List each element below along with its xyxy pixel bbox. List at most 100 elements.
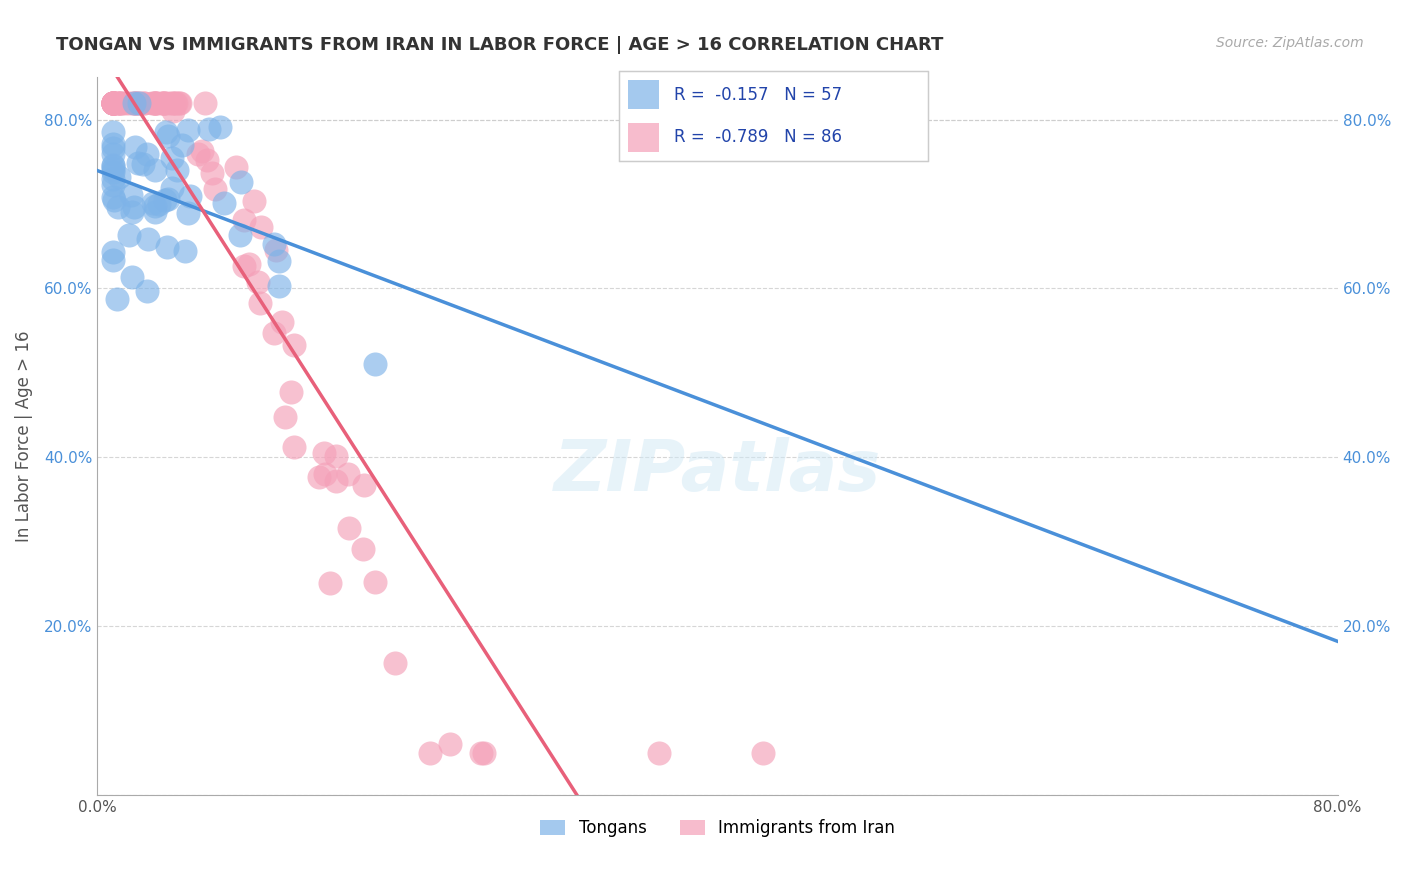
Immigrants from Iran <box>280 385 302 400</box>
Immigrants from Iran <box>156 95 179 110</box>
Immigrants from Iran <box>124 95 146 110</box>
Immigrants from Iran <box>145 95 167 110</box>
Immigrants from Iran <box>101 95 124 110</box>
Immigrants from Iran <box>101 95 124 110</box>
Immigrants from Iran <box>101 95 124 110</box>
Tongans <box>157 192 180 206</box>
Tongans <box>148 197 170 211</box>
Immigrants from Iran <box>384 657 406 671</box>
Immigrants from Iran <box>132 95 155 110</box>
Immigrants from Iran <box>108 95 131 110</box>
Immigrants from Iran <box>142 95 165 110</box>
Immigrants from Iran <box>364 575 387 590</box>
Immigrants from Iran <box>111 95 134 110</box>
Immigrants from Iran <box>232 213 254 227</box>
Immigrants from Iran <box>134 95 156 110</box>
Immigrants from Iran <box>353 478 375 492</box>
Immigrants from Iran <box>107 95 129 110</box>
Immigrants from Iran <box>233 259 256 273</box>
Immigrants from Iran <box>149 95 172 110</box>
Tongans <box>166 163 188 178</box>
Tongans <box>138 232 160 246</box>
Immigrants from Iran <box>194 95 217 110</box>
Tongans <box>231 175 253 189</box>
Tongans <box>155 125 177 139</box>
Tongans <box>101 252 124 267</box>
Tongans <box>101 164 124 178</box>
Immigrants from Iran <box>101 95 124 110</box>
Tongans <box>135 284 157 298</box>
Tongans <box>157 129 180 144</box>
Text: ZIPatlas: ZIPatlas <box>554 437 882 507</box>
Tongans <box>101 172 124 186</box>
Tongans <box>101 190 124 204</box>
Immigrants from Iran <box>141 95 163 110</box>
Immigrants from Iran <box>101 95 124 110</box>
Tongans <box>208 120 231 135</box>
Immigrants from Iran <box>165 95 187 110</box>
Immigrants from Iran <box>107 95 129 110</box>
Immigrants from Iran <box>118 95 141 110</box>
Tongans <box>118 227 141 242</box>
Immigrants from Iran <box>153 95 176 110</box>
Immigrants from Iran <box>162 103 184 118</box>
Tongans <box>101 244 124 259</box>
Immigrants from Iran <box>153 95 176 110</box>
Text: R =  -0.789   N = 86: R = -0.789 N = 86 <box>675 128 842 146</box>
Tongans <box>160 180 183 194</box>
Immigrants from Iran <box>124 95 146 110</box>
Immigrants from Iran <box>187 146 209 161</box>
Immigrants from Iran <box>160 95 183 110</box>
Y-axis label: In Labor Force | Age > 16: In Labor Force | Age > 16 <box>15 330 32 541</box>
Text: R =  -0.157   N = 57: R = -0.157 N = 57 <box>675 86 842 103</box>
Immigrants from Iran <box>167 95 190 110</box>
Tongans <box>101 159 124 173</box>
Immigrants from Iran <box>122 95 145 110</box>
Tongans <box>174 244 197 258</box>
Immigrants from Iran <box>283 440 305 454</box>
Immigrants from Iran <box>337 521 360 535</box>
Tongans <box>214 195 236 210</box>
Immigrants from Iran <box>204 182 226 196</box>
Legend: Tongans, Immigrants from Iran: Tongans, Immigrants from Iran <box>533 813 901 844</box>
Tongans <box>127 155 149 169</box>
Immigrants from Iran <box>314 467 336 481</box>
Immigrants from Iran <box>190 145 212 159</box>
Tongans <box>153 193 176 207</box>
Tongans <box>162 151 184 165</box>
Tongans <box>267 278 290 293</box>
Tongans <box>143 163 166 178</box>
Immigrants from Iran <box>249 219 271 234</box>
Immigrants from Iran <box>352 541 374 556</box>
Immigrants from Iran <box>124 95 146 110</box>
Immigrants from Iran <box>152 95 174 110</box>
Tongans <box>198 122 221 136</box>
Immigrants from Iran <box>308 469 330 483</box>
Tongans <box>135 146 157 161</box>
Tongans <box>122 200 145 214</box>
Immigrants from Iran <box>108 95 131 110</box>
Tongans <box>101 146 124 161</box>
Immigrants from Iran <box>101 95 124 110</box>
Immigrants from Iran <box>127 95 149 110</box>
Tongans <box>132 156 155 170</box>
Tongans <box>101 178 124 192</box>
Tongans <box>176 205 198 219</box>
Immigrants from Iran <box>145 95 167 110</box>
Tongans <box>156 239 179 253</box>
Immigrants from Iran <box>274 409 297 424</box>
Immigrants from Iran <box>249 296 271 310</box>
Bar <box>628 80 659 109</box>
Immigrants from Iran <box>325 474 347 488</box>
Immigrants from Iran <box>152 95 174 110</box>
Tongans <box>263 236 285 251</box>
Immigrants from Iran <box>263 326 285 341</box>
Immigrants from Iran <box>648 746 671 760</box>
Immigrants from Iran <box>169 95 191 110</box>
Immigrants from Iran <box>419 746 441 760</box>
Tongans <box>267 254 290 268</box>
Tongans <box>120 188 142 202</box>
Immigrants from Iran <box>163 95 186 110</box>
Tongans <box>105 292 128 306</box>
Immigrants from Iran <box>472 746 495 760</box>
